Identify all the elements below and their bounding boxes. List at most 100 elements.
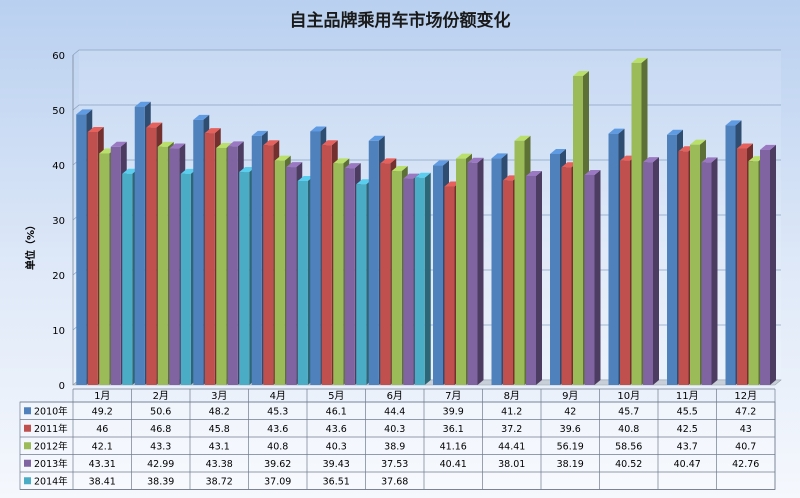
bar-front <box>368 140 379 385</box>
bar-top <box>146 122 163 128</box>
bar <box>701 157 718 385</box>
bar-top <box>110 141 127 147</box>
bar-top <box>134 101 151 107</box>
x-tick-label: 8月 <box>504 390 520 402</box>
data-label: 37.09 <box>264 476 291 487</box>
bar-front <box>561 167 572 385</box>
bar-front <box>76 114 87 386</box>
bar-front <box>169 148 180 385</box>
bar-front <box>690 144 700 385</box>
bar-front <box>227 146 238 385</box>
bar-front <box>251 135 262 385</box>
data-label: 38.39 <box>147 476 174 487</box>
bar-top <box>725 120 742 126</box>
y-tick-label: 60 <box>52 51 65 62</box>
legend-label: 2012年 <box>34 440 68 452</box>
bar-top <box>368 135 385 141</box>
data-label: 38.41 <box>89 476 116 487</box>
data-label: 39.43 <box>323 459 350 470</box>
bar <box>584 169 601 385</box>
data-label: 36.51 <box>323 476 350 487</box>
bar-front <box>748 161 759 385</box>
bar-front <box>344 168 355 385</box>
x-tick-label: 3月 <box>211 390 227 402</box>
bar-top <box>414 172 431 178</box>
data-label: 40.47 <box>674 459 701 470</box>
bar-top <box>122 168 139 174</box>
bar-front <box>584 174 595 385</box>
bar-top <box>204 128 221 134</box>
x-tick-label: 5月 <box>328 390 344 402</box>
data-label: 42.76 <box>732 459 759 470</box>
bar-front <box>216 147 227 385</box>
bar-front <box>725 125 736 386</box>
bar-front <box>297 181 308 385</box>
legend-swatch <box>24 424 31 432</box>
bar-front <box>737 148 747 385</box>
x-tick-label: 7月 <box>445 390 461 402</box>
bar-top <box>760 144 776 150</box>
bar-top <box>180 168 197 174</box>
bar <box>414 172 431 385</box>
data-label: 38.19 <box>557 459 584 470</box>
bar-front <box>631 62 642 386</box>
bar-top <box>157 141 174 147</box>
bar-front <box>678 151 689 385</box>
y-axis-label: 单位（%） <box>24 220 37 270</box>
bar <box>760 144 776 385</box>
bar-front <box>467 162 478 385</box>
bar-front <box>573 75 583 385</box>
legend-label: 2013年 <box>34 458 68 470</box>
data-label: 36.1 <box>443 424 464 435</box>
bar-front <box>310 131 321 385</box>
data-label: 44.41 <box>498 441 525 452</box>
bar-front <box>760 149 770 385</box>
y-tick-label: 0 <box>59 381 65 392</box>
bar-side <box>770 144 776 385</box>
bar-top <box>550 149 566 154</box>
data-label: 38.72 <box>206 476 233 487</box>
legend-swatch <box>24 442 31 450</box>
bar-front <box>286 167 297 385</box>
bar <box>526 170 542 385</box>
data-label: 45.3 <box>267 406 288 417</box>
x-tick-label: 12月 <box>734 390 757 402</box>
bar-front <box>333 163 344 385</box>
data-label: 43.38 <box>206 459 233 470</box>
bar-top <box>344 163 361 169</box>
bar-top <box>297 176 314 182</box>
data-label: 42 <box>564 406 576 417</box>
bar-top <box>239 167 256 173</box>
bar-front <box>620 160 630 385</box>
data-label: 46.1 <box>326 406 347 417</box>
data-label: 38.9 <box>384 441 405 452</box>
bar-top <box>573 70 589 76</box>
bar-top <box>380 158 397 164</box>
bar-top <box>643 157 659 163</box>
bar-front <box>444 186 455 385</box>
bar-front <box>391 171 402 385</box>
y-tick-label: 40 <box>52 161 65 172</box>
legend-label: 2010年 <box>34 405 68 417</box>
bar-top <box>667 129 683 135</box>
data-label: 43.31 <box>89 459 116 470</box>
bar-top <box>631 57 648 63</box>
bar-top <box>310 126 327 132</box>
data-label: 40.41 <box>440 459 467 470</box>
bar-top <box>333 158 350 164</box>
bar-top <box>737 143 753 149</box>
data-label: 43.3 <box>150 441 171 452</box>
bar-front <box>99 153 110 385</box>
data-label: 40.52 <box>615 459 642 470</box>
data-label: 43.6 <box>267 424 288 435</box>
bar-front <box>526 175 536 385</box>
bar-top <box>456 153 472 159</box>
bar-top <box>193 114 210 120</box>
bar-top <box>274 155 291 161</box>
data-label: 37.2 <box>501 424 522 435</box>
bar-top <box>514 135 531 141</box>
bar-front <box>204 133 215 385</box>
bar-front <box>146 127 157 385</box>
legend-swatch <box>24 407 31 415</box>
